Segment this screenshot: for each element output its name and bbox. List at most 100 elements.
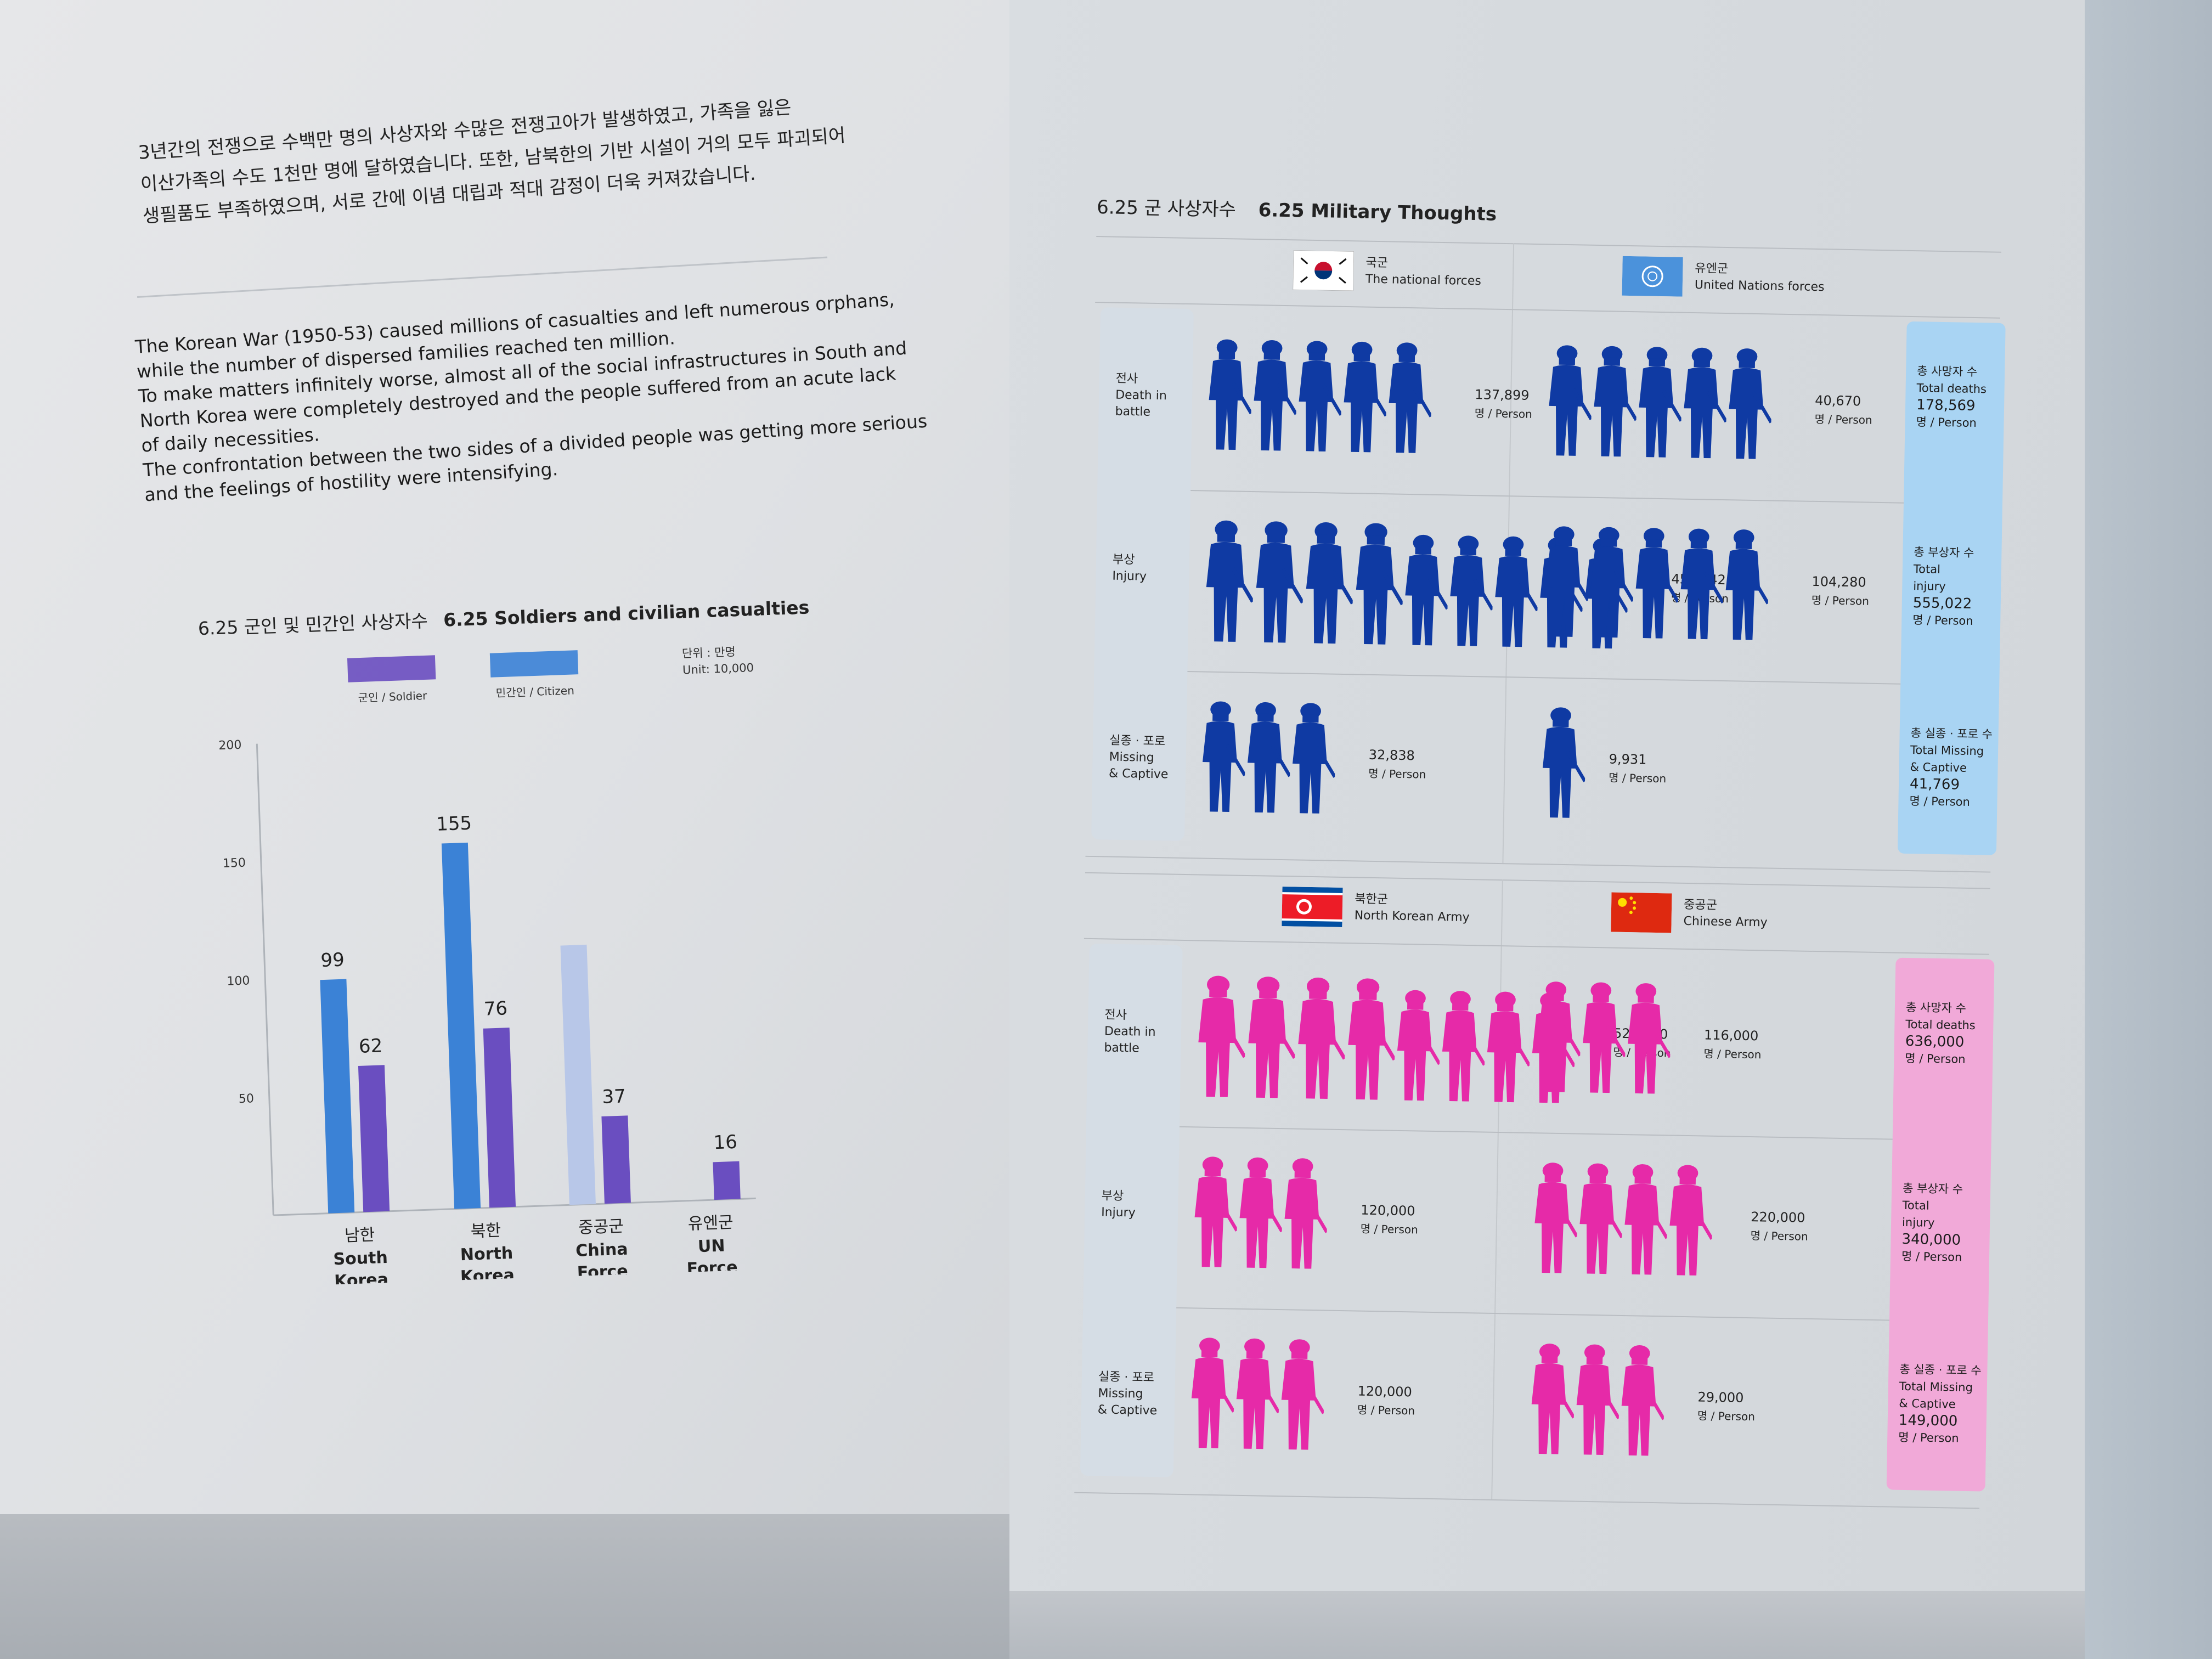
total-label-line: 명 / Person (1905, 1051, 1966, 1066)
total-label-line: Total (1902, 1198, 1929, 1212)
row-label-line: 부상 (1101, 1189, 1124, 1204)
total-value: 총 부상자 수 Total injury 340,000 명 / Person (1901, 1180, 1963, 1266)
casualty-unit: 명 / Person (1474, 407, 1532, 421)
total-label-line: Total deaths (1905, 1017, 1976, 1032)
casualty-value: 32,838 명 / Person (1368, 746, 1426, 784)
force-header: 북한군 North Korean Army (1282, 887, 1470, 929)
floor (0, 1514, 1009, 1659)
row-label-line: 부상 (1112, 552, 1135, 567)
casualty-value: 29,000 명 / Person (1697, 1387, 1756, 1426)
row-label-line: battle (1104, 1041, 1139, 1056)
soldier-group (1528, 1160, 1713, 1278)
soldier-icon (1356, 523, 1404, 645)
bar-value-label: 62 (358, 1035, 383, 1057)
total-label-line: 총 부상자 수 (1902, 1181, 1963, 1196)
bar (483, 1028, 516, 1208)
soldier-group (1191, 973, 1576, 1105)
bar-chart-svg: 50 100 150 200 군인 / Soldier 민간인 / Citizen 단위 :… (218, 645, 756, 1289)
force-name-ko: 북한군 (1355, 892, 1389, 907)
soldier-group (1202, 336, 1433, 455)
total-number: 555,022 (1912, 595, 1972, 612)
military-infographic: 6.25 군 사상자수 6.25 Military Thoughts 국군 The… (1074, 181, 2030, 1558)
bar-value-label: 155 (436, 812, 472, 836)
casualty-number: 137,899 (1475, 387, 1530, 403)
soldier-icon (1256, 521, 1305, 643)
casualty-number: 120,000 (1361, 1202, 1415, 1219)
soldier-icon (1579, 1163, 1623, 1274)
y-tick-label: 50 (238, 1092, 254, 1106)
row-label: 실종 · 포로 Missing & Captive (1109, 733, 1169, 783)
bar (320, 979, 355, 1214)
soldier-icon (1442, 991, 1486, 1102)
total-value: 총 실종 · 포로 수 Total Missing & Captive 41,769 명… (1909, 725, 1993, 811)
legend-swatch (347, 655, 436, 682)
flag-wrapper (1611, 892, 1672, 933)
y-axis (256, 743, 274, 1216)
casualty-value: 120,000 명 / Person (1357, 1382, 1415, 1420)
row-separator (1190, 490, 1904, 504)
force-name-en: The national forces (1365, 272, 1482, 289)
soldier-icon (1538, 981, 1582, 1092)
force-name: 중공군 Chinese Army (1683, 897, 1768, 932)
force-name-ko: 국군 (1365, 256, 1389, 270)
force-name-ko: 유엔군 (1695, 262, 1729, 276)
total-value: 총 사망자 수 Total deaths 178,569 명 / Person (1916, 363, 1987, 432)
casualty-number: 116,000 (1703, 1027, 1759, 1044)
category-label-ko: 남한 (345, 1226, 375, 1246)
total-label-line: 총 사망자 수 (1916, 364, 1978, 379)
unit-label-ko: 단위 : 만명 (682, 645, 736, 660)
force-header: 유엔군 United Nations forces (1622, 256, 1825, 299)
group-body-line (1084, 938, 1989, 955)
soldier-icon (1583, 982, 1627, 1093)
category-label-en: South (333, 1248, 388, 1269)
row-label-line: Missing (1098, 1386, 1143, 1401)
soldier-icon (1680, 528, 1725, 640)
row-label-line: 전사 (1115, 371, 1138, 386)
soldier-icon (1450, 535, 1494, 646)
casualty-number: 104,280 (1812, 573, 1866, 590)
soldier-icon (1397, 990, 1441, 1101)
soldier-icon (1621, 1345, 1666, 1456)
total-label-line: & Captive (1910, 760, 1967, 775)
total-label-line: 명 / Person (1901, 1249, 1962, 1264)
casualty-number: 29,000 (1697, 1389, 1744, 1406)
casualty-value: 120,000 명 / Person (1360, 1201, 1418, 1239)
force-name-en: North Korean Army (1354, 909, 1470, 925)
soldier-icon (1284, 1158, 1329, 1269)
casualty-unit: 명 / Person (1608, 771, 1667, 786)
casualty-number: 40,670 (1814, 392, 1861, 409)
soldier-icon (1344, 341, 1388, 453)
casualty-unit: 명 / Person (1697, 1409, 1756, 1424)
casualty-number: 9,931 (1609, 751, 1647, 768)
row-label-line: 전사 (1104, 1008, 1127, 1023)
soldier-icon (1639, 347, 1683, 458)
total-label-line: 명 / Person (1909, 794, 1971, 809)
row-label-line: battle (1115, 404, 1151, 419)
force-name: 유엔군 United Nations forces (1695, 261, 1825, 296)
soldier-icon (1198, 975, 1246, 1097)
casualty-value: 104,280 명 / Person (1812, 572, 1870, 611)
left-panel (0, 0, 1009, 1514)
row-label-line: Injury (1101, 1205, 1136, 1220)
group-body-line (1095, 301, 2000, 319)
floor-right (1009, 1591, 2085, 1659)
unit-label-en: Unit: 10,000 (682, 661, 754, 677)
soldier-icon (1389, 342, 1433, 453)
column-divider (1491, 879, 1503, 1499)
casualty-unit: 명 / Person (1814, 412, 1872, 427)
bar-value-label: 37 (602, 1086, 627, 1108)
bar (560, 944, 596, 1205)
casualty-unit: 명 / Person (1811, 593, 1870, 608)
total-label-line: 총 사망자 수 (1905, 1000, 1967, 1015)
row-label-line: 실종 · 포로 (1098, 1370, 1155, 1385)
y-tick-label: 100 (227, 974, 250, 988)
soldier-icon (1729, 348, 1773, 459)
casualty-value: 9,931 명 / Person (1609, 749, 1667, 788)
total-label-line: 명 / Person (1898, 1430, 1959, 1445)
soldier-group (1196, 698, 1336, 816)
china-flag-icon (1611, 892, 1672, 933)
soldier-icon (1495, 536, 1539, 647)
soldier-icon (1206, 520, 1255, 642)
bar (358, 1065, 390, 1212)
soldier-icon (1405, 534, 1449, 646)
